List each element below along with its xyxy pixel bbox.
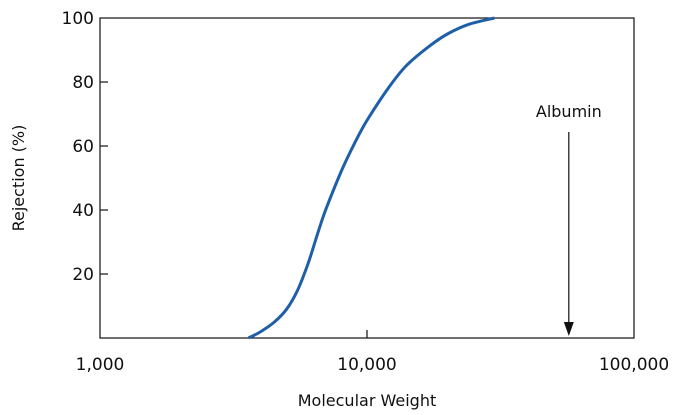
y-axis-title: Rejection (%)	[9, 125, 28, 232]
x-tick-label: 10,000	[337, 355, 396, 375]
x-tick-label: 1,000	[76, 355, 125, 375]
y-tick-label: 40	[72, 201, 94, 221]
y-tick-label: 60	[72, 137, 94, 157]
y-tick-label: 20	[72, 265, 94, 285]
y-tick-label: 100	[62, 9, 94, 29]
plot-frame	[99, 17, 635, 339]
annotation-arrow-head	[563, 322, 574, 336]
y-ticks: 20 40 60 80 100	[62, 9, 108, 285]
x-tick-label: 100,000	[599, 355, 669, 375]
y-tick-label: 80	[72, 73, 94, 93]
annotations: Albumin	[536, 102, 602, 336]
x-ticks: 1,000 10,000 100,000	[76, 330, 669, 375]
annotation-label: Albumin	[536, 102, 602, 121]
series-line	[247, 16, 495, 340]
x-axis-title: Molecular Weight	[298, 391, 436, 410]
